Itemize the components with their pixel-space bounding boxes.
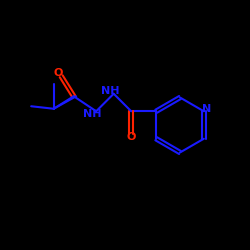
Text: NH: NH (83, 109, 102, 119)
Text: NH: NH (101, 86, 119, 96)
Text: O: O (126, 132, 136, 142)
Text: N: N (202, 104, 211, 114)
Text: O: O (54, 68, 63, 78)
